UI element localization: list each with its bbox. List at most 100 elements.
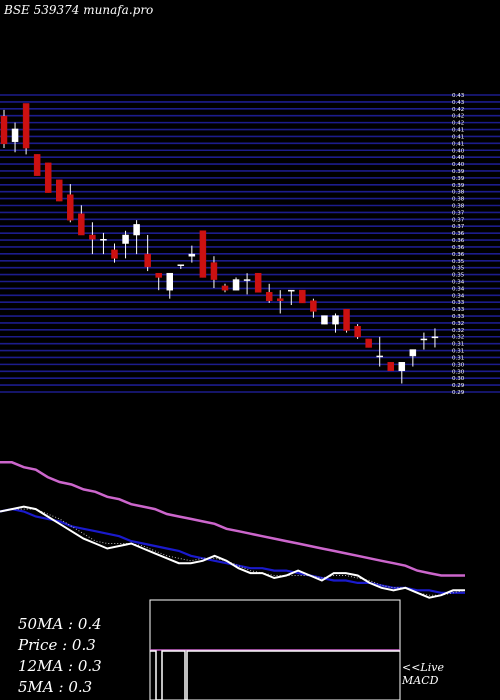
- price-tick-label: 0.37: [452, 224, 465, 230]
- macd-label: <<Live MACD: [402, 661, 444, 687]
- price-tick-label: 0.43: [452, 93, 465, 99]
- price-tick-label: 0.42: [452, 121, 464, 127]
- candle-up: [166, 272, 173, 291]
- price-tick-label: 0.39: [452, 183, 465, 189]
- candle-down: [387, 362, 394, 372]
- candle-down: [67, 194, 74, 221]
- price-tick-label: 0.42: [452, 107, 464, 113]
- price-tick-label: 0.42: [452, 114, 464, 120]
- price-tick-label: 0.35: [452, 266, 465, 272]
- candle-down: [0, 115, 8, 145]
- stat-price: Price : 0.3: [18, 636, 96, 654]
- candle-up: [431, 336, 439, 339]
- macd-signal-line: [150, 650, 400, 700]
- candle-down: [144, 253, 151, 268]
- candle-up: [243, 279, 251, 281]
- stat-5ma: 5MA : 0.3: [18, 678, 93, 696]
- candle-up: [188, 253, 196, 257]
- candle-up: [420, 338, 428, 341]
- macd-live-link[interactable]: <<Live: [402, 661, 444, 674]
- candle-down: [56, 179, 63, 202]
- price-tick-label: 0.41: [452, 141, 464, 147]
- price-tick-label: 0.38: [452, 190, 465, 196]
- price-tick-label: 0.30: [452, 369, 465, 375]
- price-tick-label: 0.32: [452, 335, 464, 341]
- candle-down: [155, 272, 162, 278]
- candle-down: [199, 230, 207, 278]
- candle-down: [343, 309, 350, 331]
- price-tick-label: 0.35: [452, 259, 465, 265]
- candle-down: [33, 154, 41, 176]
- price-tick-label: 0.40: [452, 155, 465, 161]
- price-tick-label: 0.29: [452, 390, 465, 396]
- candle-down: [89, 234, 96, 240]
- candle-up: [332, 315, 339, 325]
- candle-down: [354, 325, 361, 338]
- stats-panel: 50MA : 0.4 Price : 0.3 12MA : 0.3 5MA : …: [18, 614, 102, 698]
- candle-up: [100, 239, 107, 241]
- price-tick-label: 0.29: [452, 383, 465, 389]
- candle-up: [409, 349, 417, 357]
- candle-up: [232, 279, 240, 291]
- candle-down: [277, 298, 284, 302]
- ma-short-line: [0, 505, 465, 599]
- price-tick-label: 0.38: [452, 197, 465, 203]
- price-tick-label: 0.32: [452, 321, 464, 327]
- candle-down: [310, 300, 317, 312]
- price-tick-label: 0.39: [452, 176, 465, 182]
- candle-up: [376, 355, 383, 358]
- candle-down: [78, 213, 85, 236]
- ma-long-line: [0, 461, 465, 577]
- price-tick-label: 0.41: [452, 134, 464, 140]
- price-tick-label: 0.34: [452, 279, 465, 285]
- candle-up: [133, 224, 140, 236]
- ma-mid-line: [0, 507, 465, 594]
- price-tick-label: 0.31: [452, 349, 464, 355]
- price-tick-label: 0.41: [452, 128, 464, 134]
- price-tick-label: 0.43: [452, 100, 465, 106]
- price-tick-label: 0.36: [452, 238, 465, 244]
- price-tick-label: 0.30: [452, 362, 465, 368]
- price-tick-label: 0.37: [452, 217, 465, 223]
- price-tick-label: 0.37: [452, 210, 465, 216]
- candle-down: [254, 272, 262, 293]
- price-tick-label: 0.40: [452, 162, 465, 168]
- chart-title: BSE 539374 munafa.pro: [4, 3, 154, 17]
- stat-12ma: 12MA : 0.3: [18, 657, 102, 675]
- price-tick-label: 0.31: [452, 355, 464, 361]
- candle-down: [299, 289, 306, 304]
- candle-up: [288, 289, 295, 292]
- price-tick-label: 0.36: [452, 252, 465, 258]
- price-tick-label: 0.40: [452, 148, 465, 154]
- price-tick-label: 0.36: [452, 231, 465, 237]
- price-tick-label: 0.39: [452, 169, 465, 175]
- candle-down: [44, 162, 52, 193]
- price-tick-label: 0.33: [452, 300, 465, 306]
- price-tick-label: 0.30: [452, 376, 465, 382]
- ma-short-dotted-line: [0, 508, 466, 596]
- candle-down: [221, 285, 229, 291]
- price-tick-label: 0.31: [452, 342, 464, 348]
- price-tick-label: 0.34: [452, 286, 465, 292]
- price-tick-label: 0.38: [452, 204, 465, 210]
- candle-up: [321, 315, 328, 325]
- candle-down: [365, 338, 372, 348]
- candle-up: [11, 128, 19, 142]
- price-tick-label: 0.35: [452, 273, 465, 279]
- candle-up: [177, 264, 185, 266]
- candle-up: [122, 234, 129, 244]
- price-tick-label: 0.36: [452, 245, 465, 251]
- candle-down: [111, 249, 118, 259]
- price-tick-label: 0.34: [452, 293, 465, 299]
- stat-50ma: 50MA : 0.4: [18, 615, 102, 633]
- price-tick-label: 0.33: [452, 307, 465, 313]
- price-tick-label: 0.33: [452, 314, 465, 320]
- candle-down: [22, 103, 30, 149]
- macd-title: MACD: [402, 674, 439, 687]
- price-tick-label: 0.32: [452, 328, 464, 334]
- candle-down: [210, 262, 218, 280]
- candle-up: [398, 362, 406, 372]
- candle-down: [265, 292, 273, 302]
